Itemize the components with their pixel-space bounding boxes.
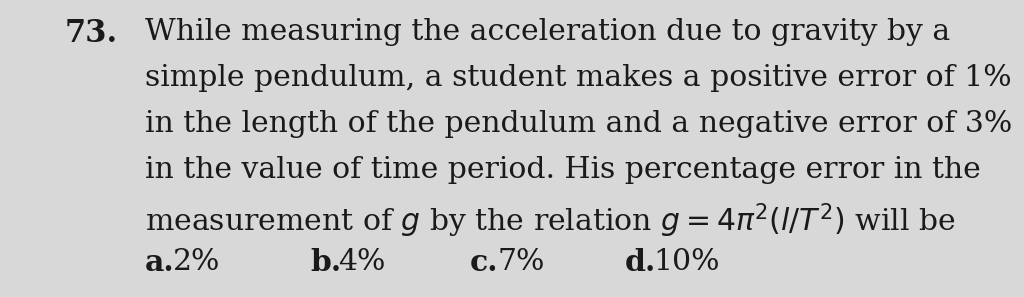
Text: While measuring the acceleration due to gravity by a: While measuring the acceleration due to … — [145, 18, 950, 46]
Text: 7%: 7% — [498, 248, 546, 276]
Text: simple pendulum, a student makes a positive error of 1%: simple pendulum, a student makes a posit… — [145, 64, 1012, 92]
Text: 4%: 4% — [338, 248, 385, 276]
Text: in the value of time period. His percentage error in the: in the value of time period. His percent… — [145, 156, 981, 184]
Text: 2%: 2% — [173, 248, 220, 276]
Text: a.: a. — [145, 248, 175, 277]
Text: d.: d. — [625, 248, 656, 277]
Text: 10%: 10% — [653, 248, 720, 276]
Text: b.: b. — [310, 248, 341, 277]
Text: in the length of the pendulum and a negative error of 3%: in the length of the pendulum and a nega… — [145, 110, 1013, 138]
Text: c.: c. — [470, 248, 499, 277]
Text: 73.: 73. — [65, 18, 118, 49]
Text: measurement of $g$ by the relation $g = 4\pi^{2}(l/T^{2})$ will be: measurement of $g$ by the relation $g = … — [145, 202, 955, 241]
